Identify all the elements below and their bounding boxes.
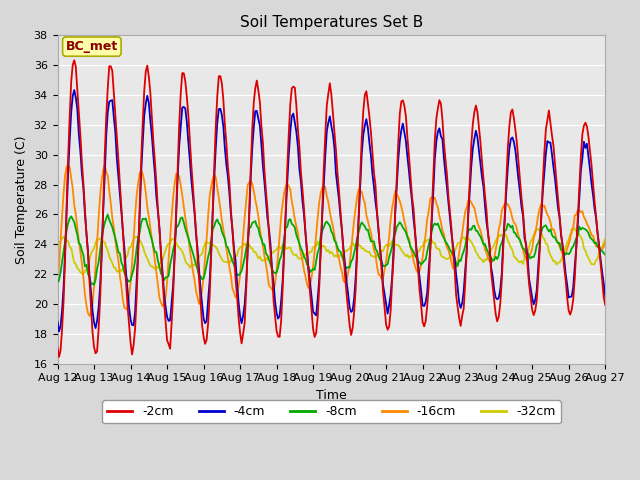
Text: BC_met: BC_met: [66, 40, 118, 53]
X-axis label: Time: Time: [316, 389, 347, 402]
Legend: -2cm, -4cm, -8cm, -16cm, -32cm: -2cm, -4cm, -8cm, -16cm, -32cm: [102, 400, 561, 423]
Y-axis label: Soil Temperature (C): Soil Temperature (C): [15, 135, 28, 264]
Title: Soil Temperatures Set B: Soil Temperatures Set B: [240, 15, 423, 30]
